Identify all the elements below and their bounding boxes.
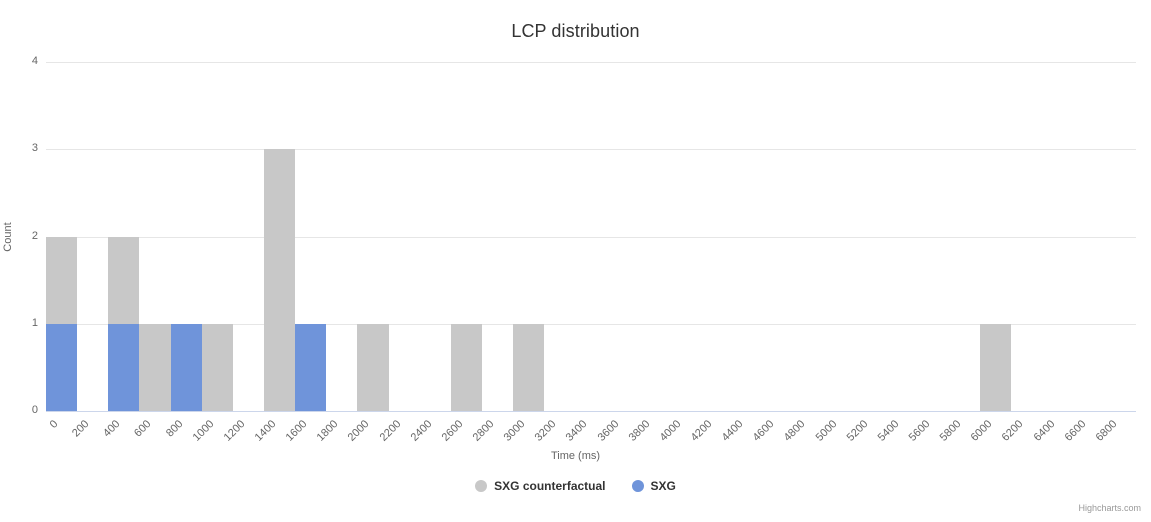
bar-sxg[interactable]	[46, 323, 78, 411]
legend-item-label: SXG counterfactual	[494, 479, 606, 493]
chart-title: LCP distribution	[511, 21, 640, 41]
x-axis-line	[46, 411, 1136, 412]
legend-item-label: SXG	[650, 479, 676, 493]
legend-circle-swatch-icon	[631, 480, 644, 492]
y-tick-label: 4	[31, 55, 38, 67]
y-gridline	[46, 62, 1136, 63]
y-tick-label: 1	[31, 316, 38, 329]
x-axis-title: Time (ms)	[550, 450, 601, 462]
y-gridline	[46, 323, 1136, 325]
plot-area	[46, 62, 1136, 411]
y-tick-label: 0	[31, 404, 38, 416]
chart-legend: SXG counterfactual SXG	[0, 479, 1151, 493]
y-gridline	[46, 236, 1136, 238]
bar-sxg-counterfactual[interactable]	[450, 323, 482, 411]
chart-credits[interactable]: Highcharts.com	[1078, 503, 1141, 513]
bar-sxg-counterfactual[interactable]	[513, 323, 545, 411]
legend-item-sxg[interactable]: SXG	[631, 479, 676, 493]
legend-item-sxg-counterfactual[interactable]: SXG counterfactual	[475, 479, 606, 493]
bar-sxg-counterfactual[interactable]	[201, 323, 233, 411]
y-gridline	[46, 149, 1136, 151]
bar-sxg[interactable]	[170, 323, 202, 411]
bar-sxg-counterfactual[interactable]	[980, 323, 1012, 411]
bar-sxg[interactable]	[295, 323, 327, 411]
x-axis: 0 200 400 600 800 1000 1200 1400 1600 1800 2000 220…	[46, 414, 1136, 454]
bar-sxg-counterfactual[interactable]	[264, 149, 296, 411]
y-tick-label: 3	[31, 142, 38, 155]
bar-sxg[interactable]	[108, 323, 140, 411]
legend-circle-swatch-icon	[475, 480, 488, 492]
y-tick-label: 2	[31, 229, 38, 242]
bar-sxg-counterfactual[interactable]	[357, 323, 389, 411]
bar-sxg-counterfactual[interactable]	[139, 323, 171, 411]
